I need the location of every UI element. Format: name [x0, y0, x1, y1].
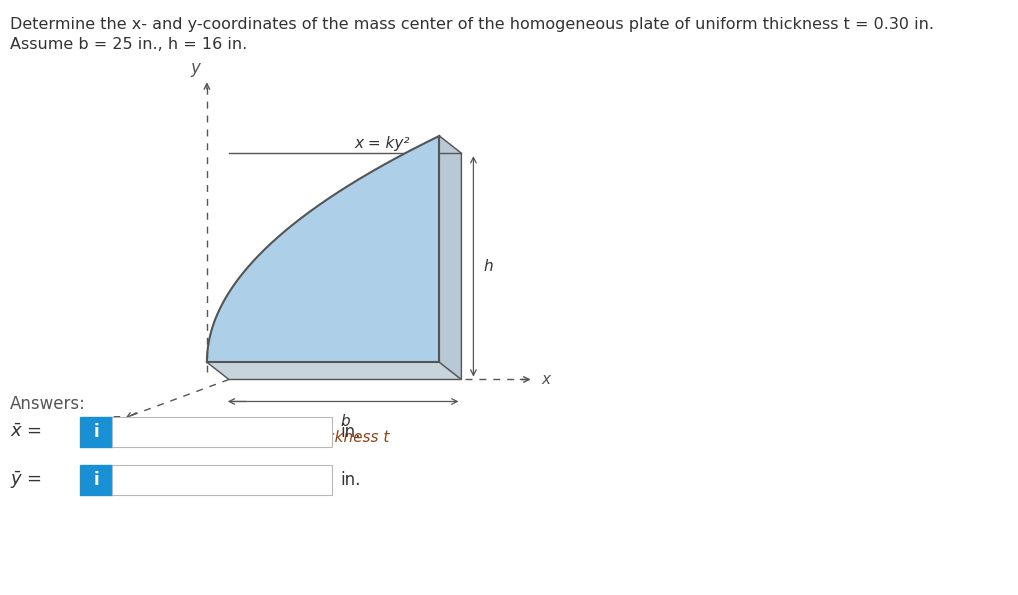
Text: x: x	[542, 372, 551, 387]
Text: z: z	[111, 413, 119, 428]
Polygon shape	[207, 362, 461, 380]
Text: i: i	[94, 423, 99, 441]
Bar	[112, 465, 332, 495]
Text: y: y	[190, 59, 200, 77]
Text: $\bar{y}$ =: $\bar{y}$ =	[10, 469, 42, 491]
Text: in.: in.	[340, 471, 360, 489]
Polygon shape	[440, 136, 461, 380]
Text: Determine the x- and y-coordinates of the mass center of the homogeneous plate o: Determine the x- and y-coordinates of th…	[10, 17, 934, 32]
Bar	[80, 417, 112, 447]
Text: $\bar{x}$ =: $\bar{x}$ =	[10, 423, 42, 441]
Text: x = ky²: x = ky²	[354, 136, 410, 151]
Text: b: b	[340, 414, 350, 429]
Bar	[80, 465, 112, 495]
Text: in.: in.	[340, 423, 360, 441]
Polygon shape	[207, 136, 440, 362]
Text: Assume b = 25 in., h = 16 in.: Assume b = 25 in., h = 16 in.	[10, 37, 247, 52]
Bar	[112, 417, 332, 447]
Text: Answers:: Answers:	[10, 395, 86, 413]
Text: i: i	[94, 471, 99, 489]
Text: h: h	[484, 259, 493, 274]
Text: Thickness t: Thickness t	[302, 430, 389, 444]
